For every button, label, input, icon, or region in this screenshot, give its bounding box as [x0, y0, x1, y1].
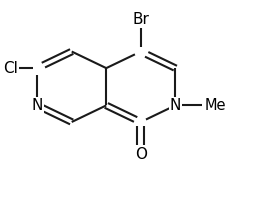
Text: O: O: [135, 147, 147, 162]
Text: N: N: [170, 98, 181, 113]
Text: Br: Br: [132, 12, 149, 27]
Text: Cl: Cl: [3, 61, 18, 76]
Text: Me: Me: [205, 98, 226, 113]
Text: N: N: [31, 98, 43, 113]
